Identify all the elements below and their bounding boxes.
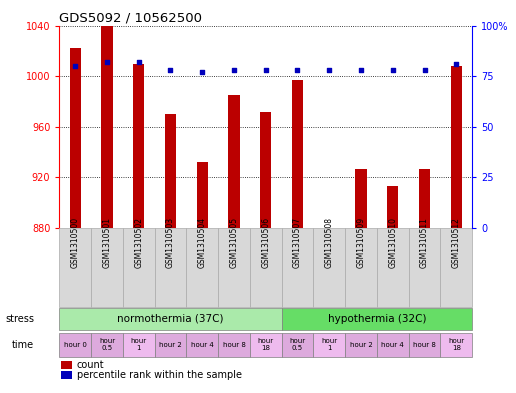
- Text: hour 2: hour 2: [159, 342, 182, 348]
- Point: [71, 63, 79, 69]
- Text: hour
0.5: hour 0.5: [289, 338, 305, 351]
- Bar: [155, 333, 186, 357]
- Point: [325, 67, 333, 73]
- Text: GSM1310505: GSM1310505: [230, 217, 238, 268]
- Bar: [292, 80, 303, 228]
- Text: hour
1: hour 1: [321, 338, 337, 351]
- Text: GSM1310502: GSM1310502: [134, 217, 143, 268]
- Text: hour 8: hour 8: [413, 342, 436, 348]
- Bar: [377, 228, 409, 307]
- Text: stress: stress: [5, 314, 34, 324]
- Bar: [59, 308, 282, 331]
- Bar: [123, 333, 155, 357]
- Point: [421, 67, 429, 73]
- Bar: [409, 228, 440, 307]
- Bar: [123, 228, 155, 307]
- Bar: [282, 228, 313, 307]
- Bar: [282, 308, 472, 331]
- Bar: [186, 333, 218, 357]
- Bar: [133, 64, 144, 228]
- Bar: [377, 333, 409, 357]
- Text: hour
18: hour 18: [448, 338, 464, 351]
- Text: GSM1310501: GSM1310501: [103, 217, 111, 268]
- Point: [294, 67, 302, 73]
- Text: hypothermia (32C): hypothermia (32C): [328, 314, 426, 324]
- Bar: [260, 112, 271, 228]
- Bar: [282, 333, 313, 357]
- Point: [103, 59, 111, 65]
- Bar: [313, 228, 345, 307]
- Point: [198, 69, 206, 75]
- Bar: [91, 228, 123, 307]
- Text: GSM1310512: GSM1310512: [452, 217, 461, 268]
- Text: hour
0.5: hour 0.5: [99, 338, 115, 351]
- Text: GSM1310508: GSM1310508: [325, 217, 334, 268]
- Bar: [218, 333, 250, 357]
- Text: percentile rank within the sample: percentile rank within the sample: [77, 370, 241, 380]
- Text: hour 0: hour 0: [64, 342, 87, 348]
- Bar: [356, 169, 366, 228]
- Bar: [70, 48, 81, 228]
- Bar: [218, 228, 250, 307]
- Point: [389, 67, 397, 73]
- Point: [452, 61, 460, 67]
- Bar: [250, 333, 282, 357]
- Bar: [186, 228, 218, 307]
- Bar: [229, 95, 239, 228]
- Text: GSM1310510: GSM1310510: [388, 217, 397, 268]
- Text: hour
18: hour 18: [257, 338, 274, 351]
- Bar: [409, 333, 440, 357]
- Point: [262, 67, 270, 73]
- Text: GSM1310506: GSM1310506: [261, 217, 270, 268]
- Text: hour 4: hour 4: [381, 342, 404, 348]
- Bar: [102, 26, 112, 228]
- Bar: [345, 333, 377, 357]
- Point: [230, 67, 238, 73]
- Text: GSM1310504: GSM1310504: [198, 217, 207, 268]
- Text: hour 2: hour 2: [350, 342, 373, 348]
- Text: GSM1310500: GSM1310500: [71, 217, 79, 268]
- Bar: [61, 371, 72, 379]
- Text: GDS5092 / 10562500: GDS5092 / 10562500: [59, 11, 202, 24]
- Text: time: time: [12, 340, 34, 350]
- Text: GSM1310511: GSM1310511: [420, 217, 429, 268]
- Point: [357, 67, 365, 73]
- Bar: [250, 228, 282, 307]
- Bar: [165, 114, 176, 228]
- Text: GSM1310509: GSM1310509: [357, 217, 365, 268]
- Bar: [91, 333, 123, 357]
- Bar: [387, 186, 398, 228]
- Bar: [61, 361, 72, 369]
- Bar: [313, 333, 345, 357]
- Text: hour
1: hour 1: [131, 338, 147, 351]
- Text: GSM1310507: GSM1310507: [293, 217, 302, 268]
- Bar: [440, 228, 472, 307]
- Bar: [440, 333, 472, 357]
- Text: normothermia (37C): normothermia (37C): [117, 314, 224, 324]
- Point: [166, 67, 174, 73]
- Bar: [419, 169, 430, 228]
- Bar: [345, 228, 377, 307]
- Text: hour 8: hour 8: [222, 342, 246, 348]
- Point: [135, 59, 143, 65]
- Text: hour 4: hour 4: [191, 342, 214, 348]
- Text: count: count: [77, 360, 104, 370]
- Bar: [155, 228, 186, 307]
- Bar: [59, 333, 91, 357]
- Bar: [450, 66, 462, 228]
- Bar: [197, 162, 208, 228]
- Bar: [59, 228, 91, 307]
- Text: GSM1310503: GSM1310503: [166, 217, 175, 268]
